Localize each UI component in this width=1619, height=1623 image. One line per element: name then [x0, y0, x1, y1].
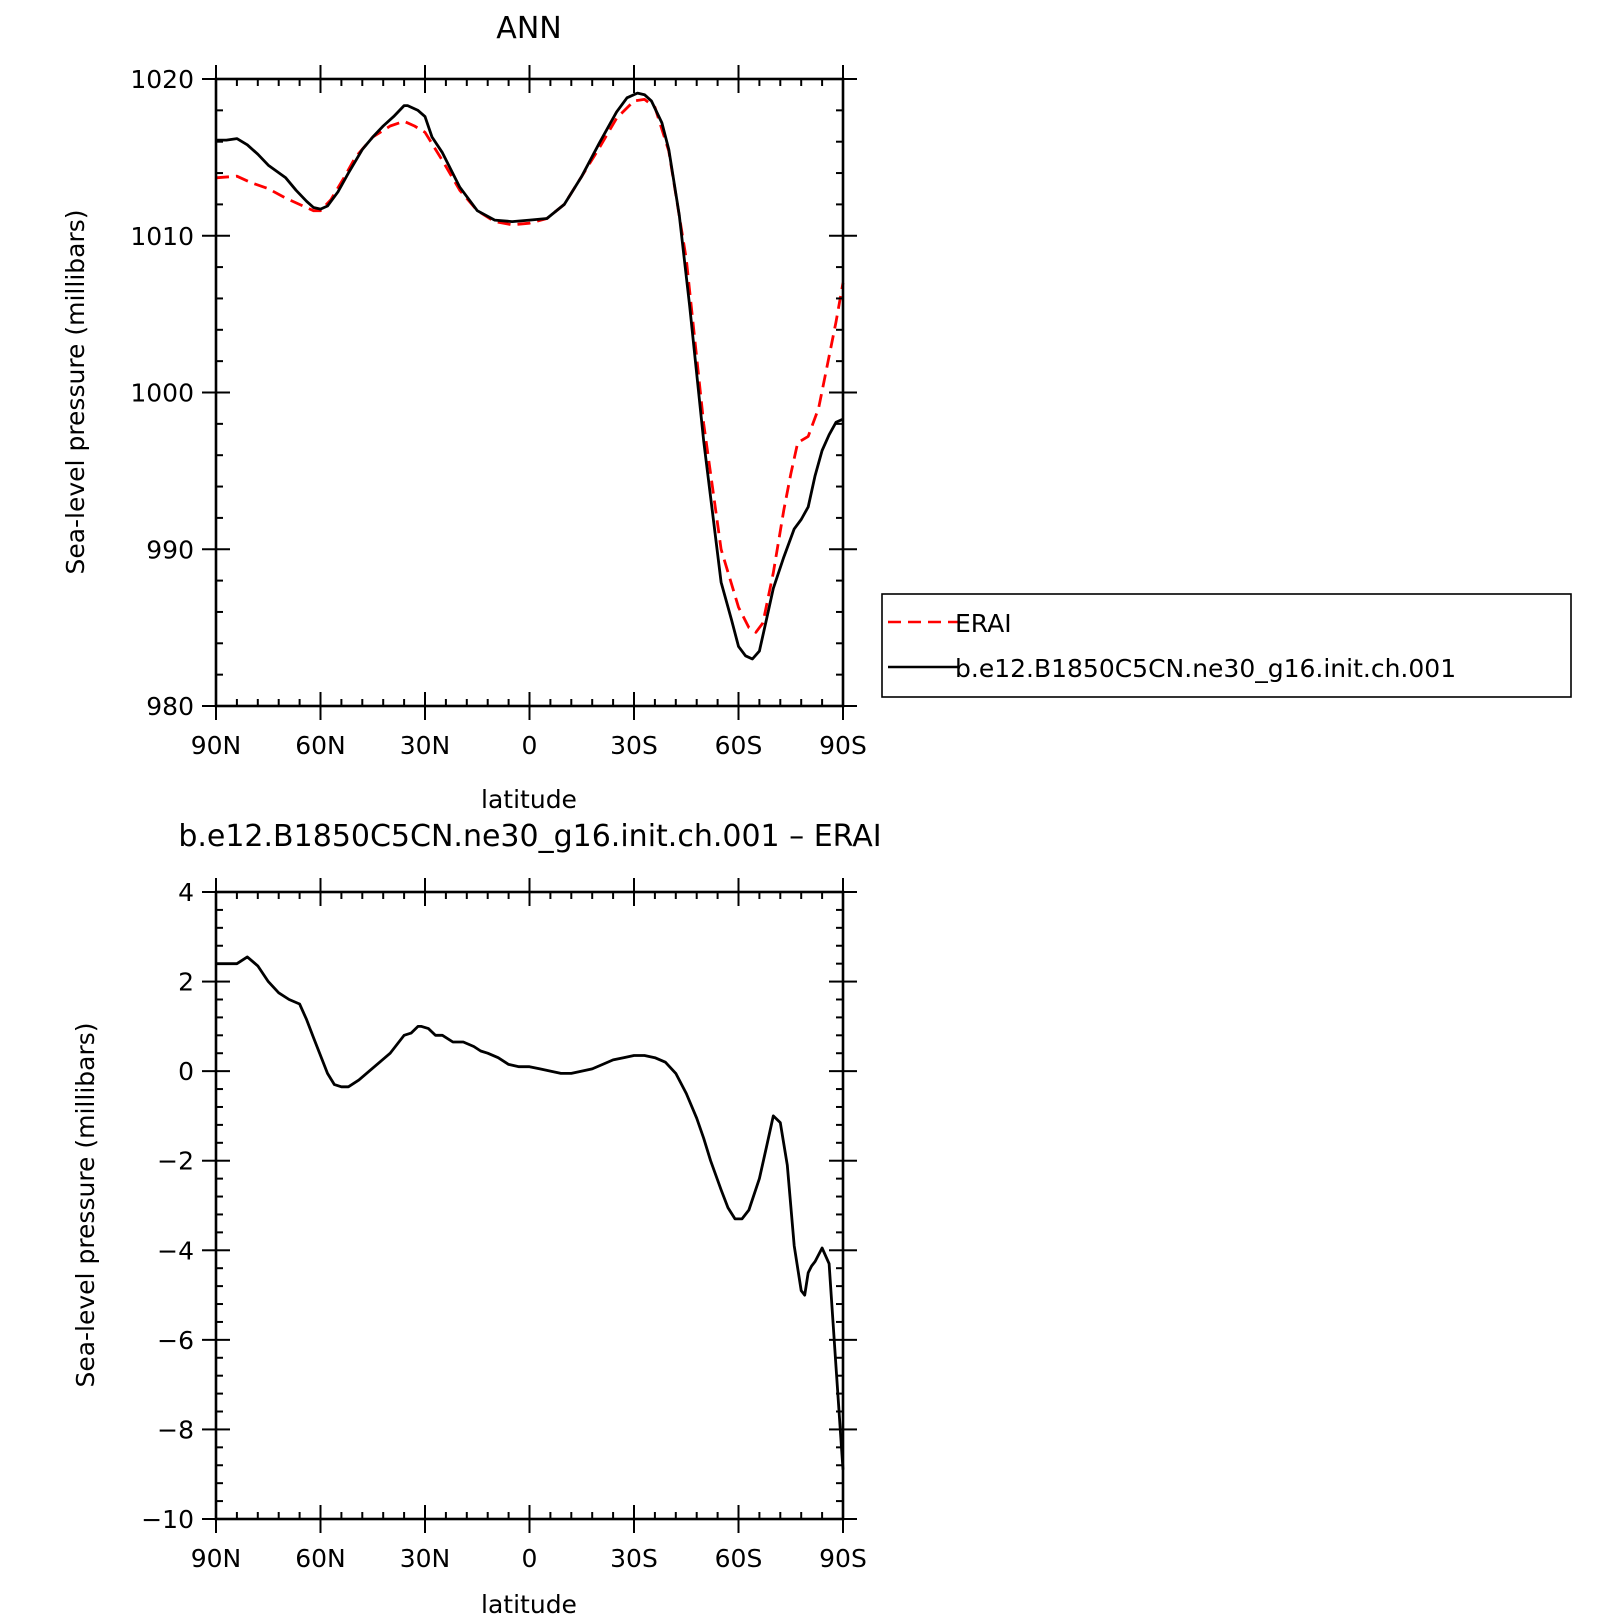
x-tick-label: 0	[522, 1544, 538, 1573]
y-tick-label: 980	[146, 692, 194, 721]
panel-2: b.e12.B1850C5CN.ne30_g16.init.ch.001 – E…	[71, 819, 882, 1619]
panel-1-title: ANN	[496, 11, 561, 46]
y-tick-label: 2	[178, 968, 194, 997]
panel-2-ylabel: Sea-level pressure (millibars)	[71, 1022, 100, 1387]
x-tick-label: 60S	[715, 731, 763, 760]
y-tick-label: −8	[157, 1415, 194, 1444]
x-tick-label: 60S	[715, 1544, 763, 1573]
x-tick-label: 30N	[400, 731, 451, 760]
y-tick-label: 1000	[130, 379, 194, 408]
y-tick-label: 1010	[130, 222, 194, 251]
x-tick-label: 30S	[610, 1544, 658, 1573]
legend-label-erai: ERAI	[955, 609, 1012, 638]
y-tick-label: 0	[178, 1057, 194, 1086]
series-line-1-0	[216, 955, 845, 1470]
panel-1-ticks: 90N 60N 30N 0 30S 60S 90S 980 990 1000 1010 1020	[130, 65, 867, 760]
y-tick-label: 1020	[130, 65, 194, 94]
legend-label-model: b.e12.B1850C5CN.ne30_g16.init.ch.001	[955, 654, 1456, 683]
series-line-0-1	[216, 91, 844, 661]
y-tick-label: 4	[178, 878, 194, 907]
x-tick-label: 90N	[191, 1544, 242, 1573]
x-tick-label: 0	[522, 731, 538, 760]
panel-2-marks	[216, 955, 845, 1470]
panel-2-title: b.e12.B1850C5CN.ne30_g16.init.ch.001 – E…	[178, 819, 881, 854]
y-tick-label: −4	[157, 1236, 194, 1265]
panel-1-marks	[215, 91, 845, 661]
x-tick-label: 30S	[610, 731, 658, 760]
panel-1-xlabel: latitude	[481, 785, 577, 814]
panel-2-ticks: 90N 60N 30N 0 30S 60S 90S −10 −8 −6 −4 −2 0 2 4	[141, 878, 867, 1573]
y-tick-label: −10	[141, 1505, 194, 1534]
panel-1-frame	[214, 77, 845, 708]
panel-1: ANN 90N 60N 30N 0 30S 60S 90S 980 990 1000 1010 102…	[61, 11, 1572, 814]
y-tick-label: −2	[157, 1147, 194, 1176]
x-tick-label: 60N	[295, 1544, 346, 1573]
y-tick-label: 990	[146, 535, 194, 564]
series-line-0-0	[215, 98, 845, 634]
panel-1-ylabel: Sea-level pressure (millibars)	[61, 209, 90, 574]
x-tick-label: 90S	[819, 1544, 867, 1573]
panel-2-xlabel: latitude	[481, 1590, 577, 1619]
x-tick-label: 60N	[295, 731, 346, 760]
x-tick-label: 30N	[400, 1544, 451, 1573]
legend: ERAI b.e12.B1850C5CN.ne30_g16.init.ch.00…	[881, 593, 1572, 698]
y-tick-label: −6	[157, 1326, 194, 1355]
legend-box	[881, 593, 1572, 698]
x-tick-label: 90N	[191, 731, 242, 760]
x-tick-label: 90S	[819, 731, 867, 760]
